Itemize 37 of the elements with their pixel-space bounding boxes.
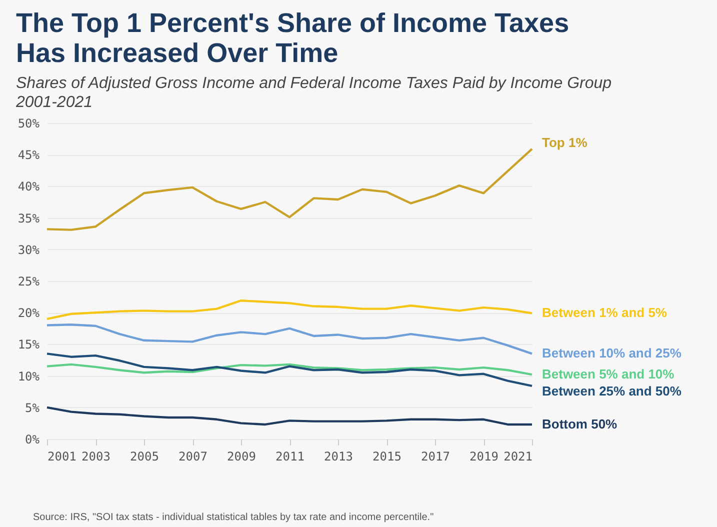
x-tick-label: 2011 (276, 450, 304, 464)
x-tick-label: 2019 (470, 450, 498, 464)
y-tick-label: 45% (18, 148, 40, 162)
x-tick-label: 2021 (504, 450, 532, 464)
line-series (46, 406, 534, 426)
x-tick-label: 2001 (48, 450, 76, 464)
source-note: Source: IRS, "SOI tax stats - individual statistical tables by tax rate and income percentile." (33, 512, 434, 523)
y-tick-label: 35% (18, 211, 40, 226)
x-tick-label: 2003 (82, 450, 110, 464)
series-label: Top 1% (542, 134, 588, 150)
y-tick-label: 5% (25, 400, 40, 415)
series-label: Bottom 50% (542, 416, 618, 432)
y-tick-label: 0% (25, 432, 40, 446)
line-series (46, 363, 534, 376)
y-tick-label: 40% (18, 180, 40, 194)
x-tick-label: 2009 (227, 450, 256, 464)
x-tick-label: 2005 (130, 450, 159, 464)
x-tick-label: 2013 (324, 450, 353, 464)
x-tick-label: 2015 (372, 450, 402, 464)
line-series (46, 299, 534, 320)
y-tick-label: 20% (18, 306, 40, 320)
chart-subtitle: Shares of Adjusted Gross Income and Federal Income Taxes Paid by Income Group 2001-2021 (16, 74, 613, 112)
line-series (46, 324, 534, 355)
series-label: Between 1% and 5% (542, 305, 668, 320)
x-tick-label: 2007 (178, 450, 208, 464)
y-tick-label: 10% (18, 369, 40, 384)
series-label: Between 10% and 25% (542, 346, 682, 361)
chart-title: The Top 1 Percent's Share of Income Taxes Has Increased Over Time (16, 8, 570, 68)
line-series (46, 352, 534, 388)
line-series (46, 148, 534, 231)
y-tick-label: 50% (18, 116, 40, 130)
y-tick-label: 15% (18, 338, 40, 352)
y-tick-label: 30% (18, 242, 40, 257)
series-label: Between 5% and 10% (542, 366, 675, 382)
series-label: Between 25% and 50% (542, 384, 682, 399)
y-tick-label: 25% (18, 274, 40, 288)
x-tick-label: 2017 (421, 450, 450, 464)
